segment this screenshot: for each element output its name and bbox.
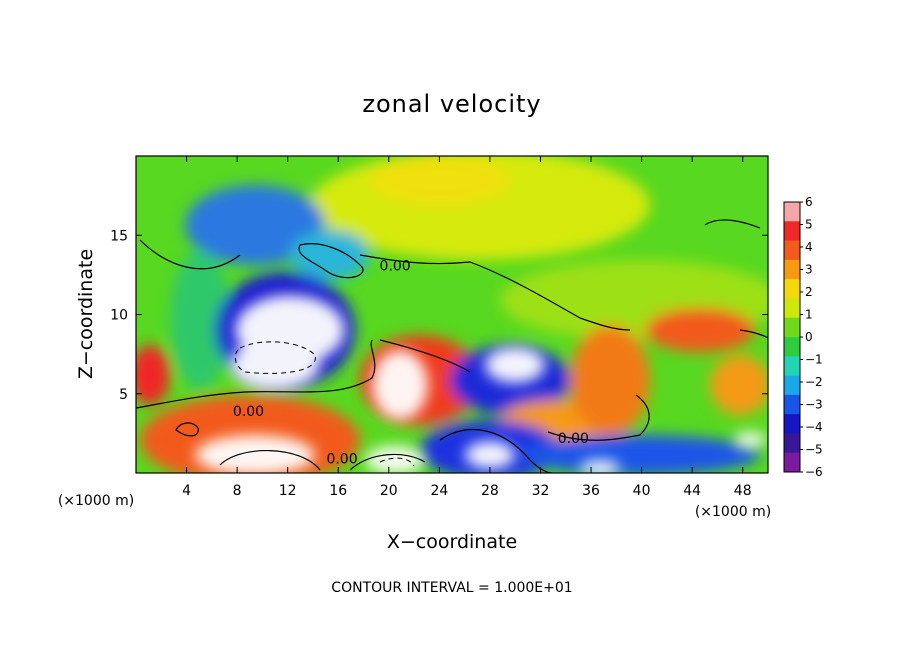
heatmap-field [136, 156, 768, 473]
colorbar-tick-label: 2 [805, 285, 813, 299]
colorbar-swatch [784, 202, 800, 222]
colorbar-swatch [784, 452, 800, 473]
colorbar-swatch [784, 375, 800, 396]
x-tick-label: 40 [633, 483, 651, 499]
y-tick-label: 15 [110, 228, 128, 244]
colorbar-tick-label: −2 [805, 375, 823, 389]
y-axis-label: Z−coordinate [75, 249, 97, 379]
colorbar-tick-label: 5 [805, 218, 813, 232]
x-axis-label: X−coordinate [387, 531, 517, 553]
x-tick-label: 20 [380, 483, 398, 499]
colorbar-swatch [784, 414, 800, 434]
x-tick-label: 12 [279, 483, 297, 499]
colorbar-swatch [784, 356, 800, 377]
x-axis: 4 8 12 16 20 24 28 32 36 40 44 48 [182, 156, 752, 499]
contour-labels: 0.00 0.00 0.00 0.00 [233, 258, 589, 467]
colorbar-tick-label: 1 [805, 308, 813, 322]
colorbar-swatch [784, 394, 800, 415]
colorbar-swatch [784, 259, 800, 280]
colorbar-swatch [784, 337, 800, 357]
colorbar-tick-label: −5 [805, 443, 823, 457]
colorbar-swatch [784, 221, 800, 242]
x-tick-label: 16 [329, 483, 347, 499]
x-tick-label: 36 [582, 483, 600, 499]
colorbar-swatch [784, 433, 800, 454]
colorbar-tick-label: −6 [805, 465, 823, 479]
colorbar-swatch [784, 298, 800, 319]
x-tick-label: 48 [734, 483, 752, 499]
x-axis-units-left: (×1000 m) [58, 493, 134, 509]
colorbar-tick-label: −1 [805, 353, 823, 367]
y-axis: 5 10 15 [110, 228, 768, 403]
contour-label: 0.00 [233, 404, 264, 420]
x-tick-label: 32 [532, 483, 550, 499]
x-tick-label: 4 [182, 483, 191, 499]
colorbar-swatch [784, 240, 800, 261]
contour-interval-footer: CONTOUR INTERVAL = 1.000E+01 [331, 580, 572, 596]
x-axis-units-right: (×1000 m) [695, 504, 771, 520]
colorbar-tick-label: 4 [805, 240, 813, 254]
contour-label: 0.00 [558, 431, 589, 447]
colorbar-swatch [784, 279, 800, 299]
y-tick-label: 10 [110, 308, 128, 324]
colorbar-tick-label: 0 [805, 330, 813, 344]
contour-label: 0.00 [380, 258, 411, 274]
colorbar-tick-label: 6 [805, 195, 813, 209]
contour-label: 0.00 [326, 452, 357, 468]
colorbar: 6 5 4 3 2 1 0 −1 −2 −3 −4 −5 −6 [783, 195, 823, 479]
x-tick-label: 28 [481, 483, 499, 499]
x-tick-label: 24 [430, 483, 448, 499]
colorbar-tick-label: −3 [805, 398, 823, 412]
x-tick-label: 8 [233, 483, 242, 499]
colorbar-swatch [784, 317, 800, 338]
y-tick-label: 5 [119, 387, 128, 403]
colorbar-tick-label: −4 [805, 420, 823, 434]
x-tick-label: 44 [683, 483, 701, 499]
colorbar-tick-label: 3 [805, 263, 813, 277]
chart-title: zonal velocity [362, 90, 541, 118]
